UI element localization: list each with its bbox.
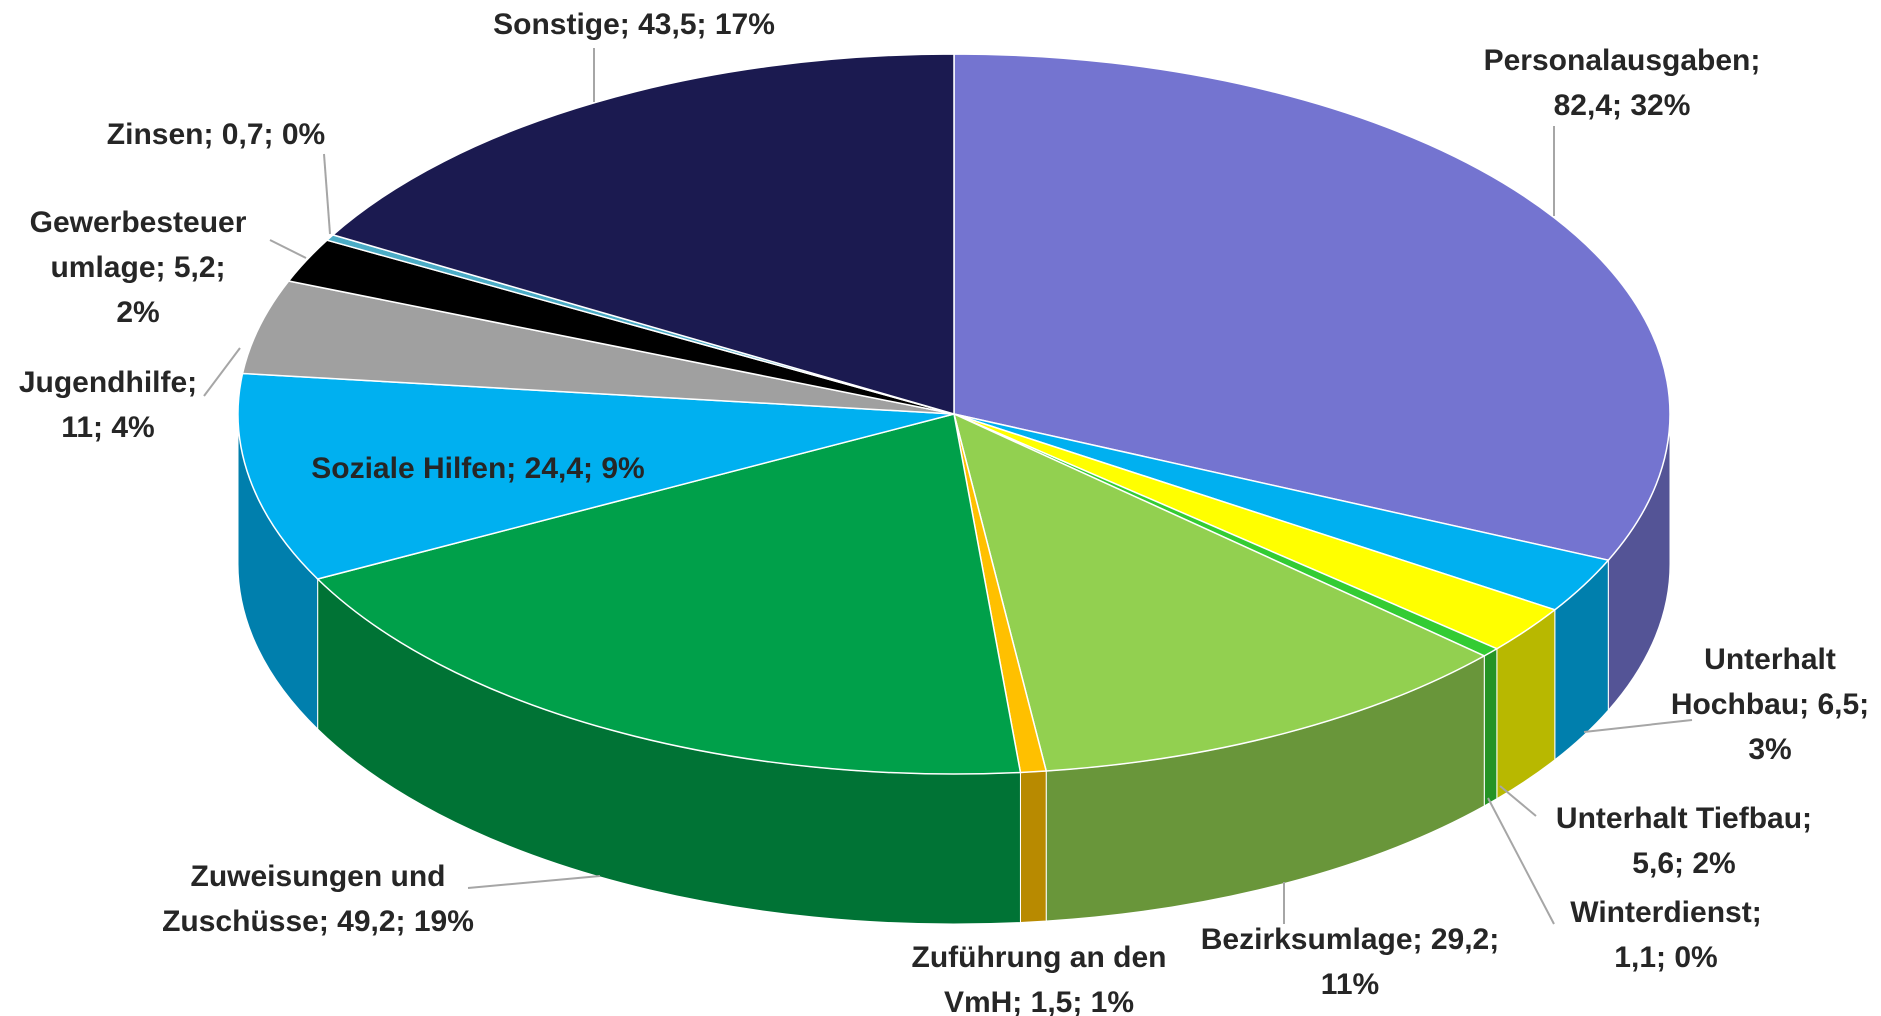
pie-slice xyxy=(331,53,955,415)
data-label: Personalausgaben; xyxy=(1484,44,1761,77)
data-label: Bezirksumlage; 29,2; xyxy=(1201,923,1499,956)
leader-lines xyxy=(203,48,1693,925)
leader-line xyxy=(467,875,601,889)
data-label: Hochbau; 6,5; xyxy=(1671,688,1869,721)
pie-sides xyxy=(237,413,1671,925)
data-label: 1,1; 0% xyxy=(1614,941,1717,974)
leader-line xyxy=(1583,719,1693,733)
pie-slice xyxy=(241,280,955,415)
pie-side xyxy=(1483,647,1498,807)
leader-line xyxy=(1487,797,1555,925)
data-label: Soziale Hilfen; 24,4; 9% xyxy=(311,452,644,485)
data-label: Jugendhilfe; xyxy=(19,366,197,399)
data-label: Unterhalt Tiefbau; xyxy=(1556,802,1812,835)
data-label: 2% xyxy=(116,296,159,329)
pie-slice xyxy=(237,372,955,580)
data-label: 82,4; 32% xyxy=(1554,89,1691,122)
data-label: 11; 4% xyxy=(61,411,154,444)
leader-line xyxy=(269,239,307,259)
data-label: Sonstige; 43,5; 17% xyxy=(493,8,775,41)
leader-line xyxy=(1499,785,1537,817)
pie-tops xyxy=(237,53,1671,775)
data-label: Zuführung an den xyxy=(912,941,1167,974)
data-label: Gewerbesteuer xyxy=(30,206,247,239)
leader-line xyxy=(323,153,331,235)
pie-side xyxy=(1019,770,1047,923)
data-label: Zuschüsse; 49,2; 19% xyxy=(162,905,474,938)
data-label: Winterdienst; xyxy=(1570,896,1761,929)
pie-slice xyxy=(316,413,1022,775)
pie-slice xyxy=(953,53,1671,562)
data-label: 11% xyxy=(1321,968,1379,1001)
data-label: Unterhalt xyxy=(1704,643,1836,676)
labels: Personalausgaben; 82,4; 32% Unterhalt Hochb… xyxy=(19,8,1869,1016)
data-label: 5,6; 2% xyxy=(1632,847,1735,880)
data-label: umlage; 5,2; xyxy=(50,251,225,284)
data-label: 3% xyxy=(1748,733,1791,766)
data-label: Zuweisungen und xyxy=(191,860,446,893)
data-label: Zinsen; 0,7; 0% xyxy=(107,118,325,151)
pie-slice xyxy=(952,412,1486,772)
leader-line xyxy=(203,347,241,397)
data-label: VmH; 1,5; 1% xyxy=(944,986,1134,1016)
